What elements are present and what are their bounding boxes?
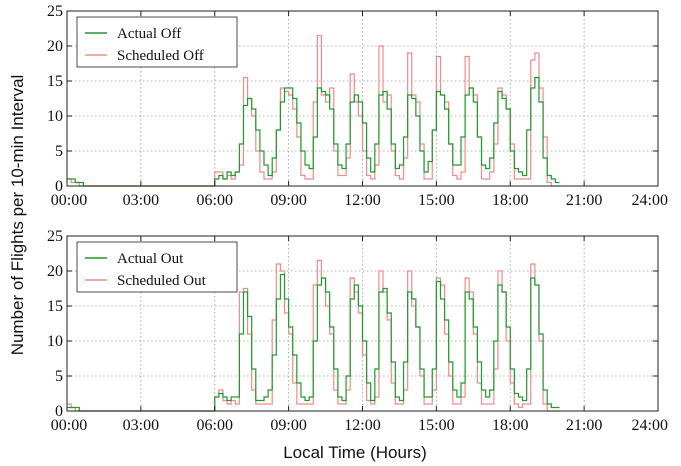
top-chart-panel: 0 5 10 15 20 25 00:00 03:00 06:00 09:00 12:00 15:00…: [47, 3, 668, 209]
top-xtick-label-8: 24:00: [632, 192, 668, 209]
top-ytick-label-0: 0: [55, 178, 63, 195]
top-xtick-label-2: 06:00: [197, 192, 233, 209]
top-ytick-label-25: 25: [47, 3, 63, 20]
top-xtick-label-4: 12:00: [344, 192, 380, 209]
top-xtick-label-6: 18:00: [492, 192, 528, 209]
top-xtick-label-3: 09:00: [270, 192, 306, 209]
bottom-xtick-label-7: 21:00: [566, 417, 602, 434]
bottom-xtick-label-0: 00:00: [51, 417, 87, 434]
top-ytick-label-5: 5: [55, 143, 63, 160]
bottom-ytick-label-10: 10: [47, 333, 63, 350]
top-legend-label-1: Scheduled Off: [117, 48, 204, 64]
top-ytick-label-20: 20: [47, 38, 63, 55]
top-ytick-label-10: 10: [47, 108, 63, 125]
bottom-xtick-label-4: 12:00: [344, 417, 380, 434]
top-legend: Actual Off Scheduled Off: [76, 16, 238, 68]
bottom-ytick-label-0: 0: [55, 403, 63, 420]
bottom-xtick-label-8: 24:00: [632, 417, 668, 434]
x-axis-label: Local Time (Hours): [283, 443, 427, 462]
bottom-ytick-label-15: 15: [47, 298, 63, 315]
top-xtick-label-1: 03:00: [123, 192, 159, 209]
bottom-xtick-label-3: 09:00: [270, 417, 306, 434]
bottom-ytick-label-5: 5: [55, 368, 63, 385]
bottom-legend-label-0: Actual Out: [117, 251, 184, 267]
bottom-xtick-label-2: 06:00: [197, 417, 233, 434]
top-xtick-label-7: 21:00: [566, 192, 602, 209]
bottom-chart-panel: 0 5 10 15 20 25 00:00 03:00 06:00 09:00 12:00 15:00…: [47, 228, 668, 434]
bottom-xtick-label-5: 15:00: [418, 417, 454, 434]
bottom-legend: Actual Out Scheduled Out: [76, 241, 238, 293]
bottom-legend-box: [76, 241, 238, 293]
top-legend-box: [76, 16, 238, 68]
bottom-xtick-label-1: 03:00: [123, 417, 159, 434]
top-legend-label-0: Actual Off: [117, 26, 181, 42]
bottom-xtick-label-6: 18:00: [492, 417, 528, 434]
bottom-legend-label-1: Scheduled Out: [117, 273, 207, 289]
top-ytick-label-15: 15: [47, 73, 63, 90]
bottom-ytick-label-20: 20: [47, 263, 63, 280]
top-xtick-label-5: 15:00: [418, 192, 454, 209]
top-xtick-label-0: 00:00: [51, 192, 87, 209]
bottom-ytick-label-25: 25: [47, 228, 63, 245]
y-axis-label: Number of Flights per 10-min Interval: [8, 75, 27, 356]
